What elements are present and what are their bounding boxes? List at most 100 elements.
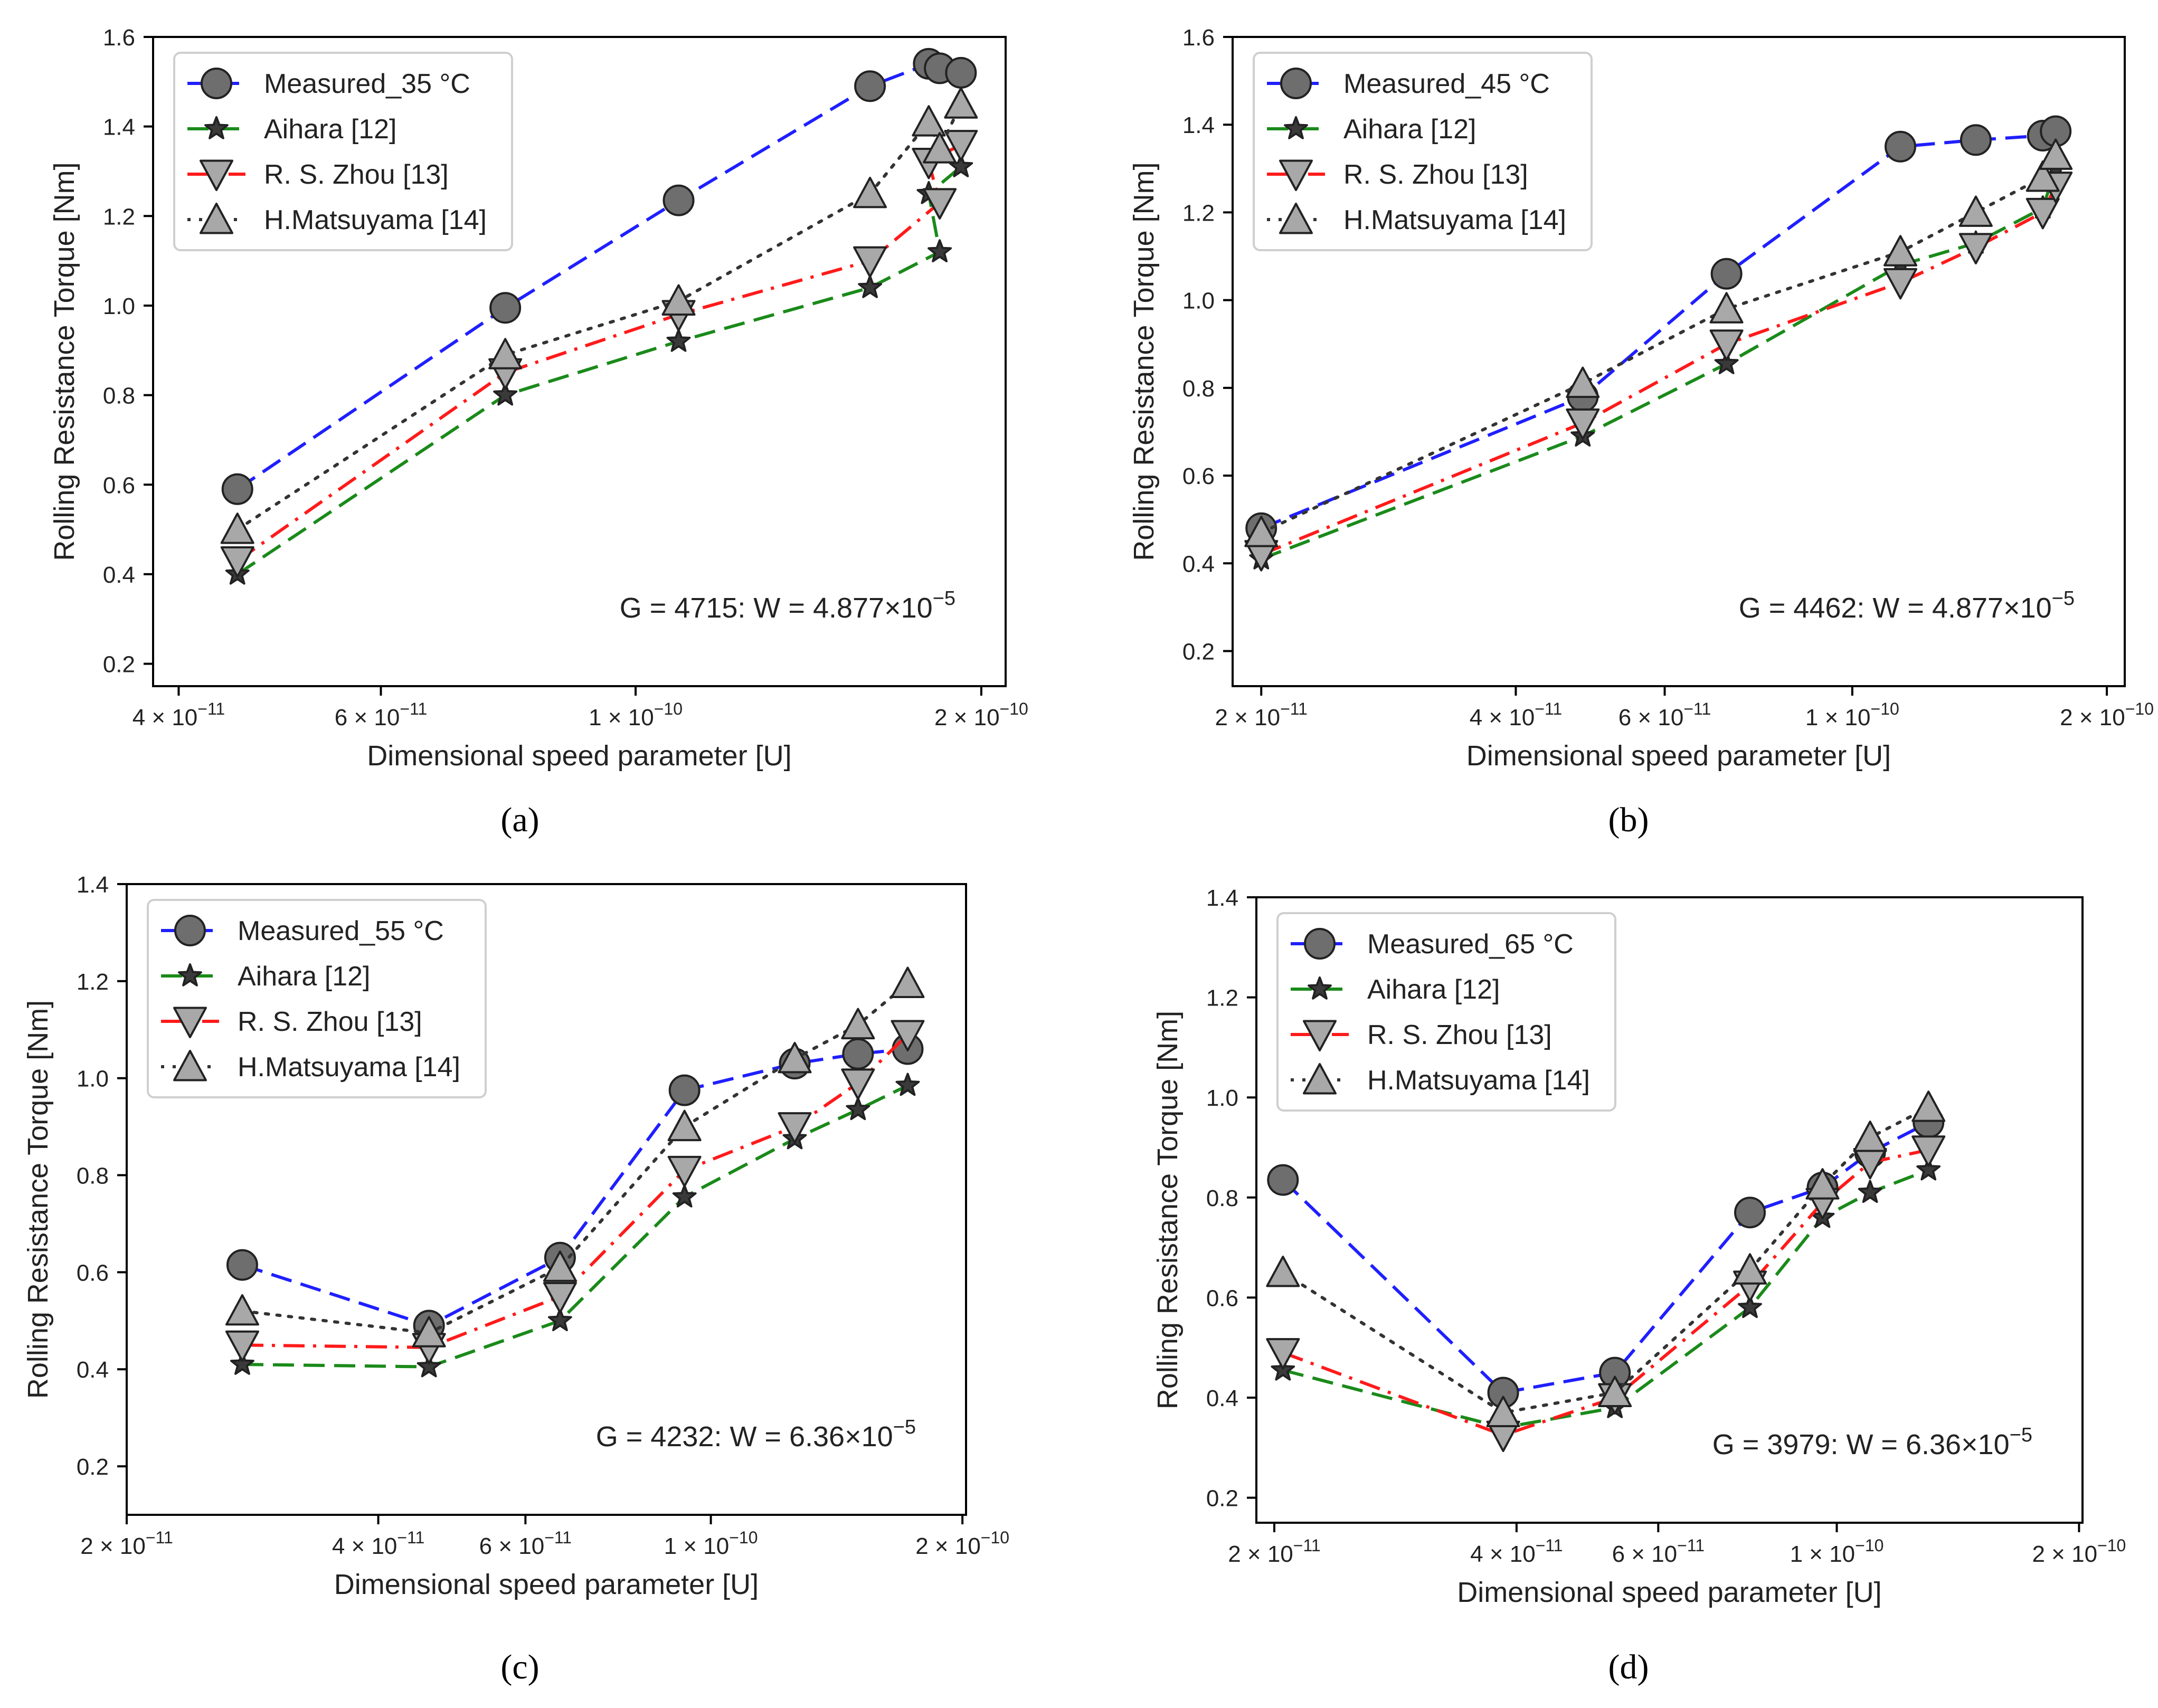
y-tick-label: 1.4	[103, 115, 135, 140]
data-point-circle	[662, 184, 695, 216]
data-point-triangle-up	[1853, 1121, 1887, 1152]
x-tick-exponent: −11	[1683, 699, 1711, 718]
x-tick-mantissa: 1	[589, 705, 601, 730]
x-tick-mantissa: 4	[332, 1533, 345, 1559]
data-point-triangle-down	[1883, 268, 1918, 300]
y-tick-label: 0.4	[1182, 551, 1215, 577]
legend-marker-triangle-down	[200, 159, 233, 191]
legend-marker-triangle-down	[1279, 159, 1313, 191]
x-tick-exponent: −10	[729, 1528, 758, 1547]
x-tick-times-ten: × 10	[1228, 705, 1280, 730]
y-tick-label: 1.4	[77, 872, 109, 898]
x-tick-times-ten: × 10	[947, 705, 999, 730]
data-point-triangle-up	[1486, 1396, 1520, 1427]
x-tick-times-ten: × 10	[2045, 1541, 2097, 1567]
y-tick-label: 1.0	[1182, 288, 1215, 314]
chart-4: 0.20.40.60.81.01.21.42 × 10−11 4 × 10−11 6…	[1152, 885, 2126, 1686]
data-point-triangle-up	[1883, 235, 1918, 267]
x-tick-times-ten: × 10	[1483, 1541, 1536, 1567]
data-point-triangle-up	[661, 284, 696, 316]
annotation-exponent: −5	[2052, 587, 2075, 610]
data-point-triangle-up	[1598, 1375, 1632, 1408]
data-point-circle	[1960, 124, 1992, 156]
legend-label: Measured_65 °C	[1367, 929, 1574, 960]
x-tick-mantissa: 1	[1805, 705, 1818, 730]
annotation: G = 3979: W = 6.36×10−5	[1712, 1424, 2032, 1460]
x-tick-exponent: −11	[397, 1528, 424, 1547]
x-tick-label: 4 × 10−11	[132, 699, 225, 730]
x-tick-mantissa: 4	[1470, 1541, 1483, 1567]
legend-marker-triangle-up	[200, 203, 233, 234]
x-axis-label: Dimensional speed parameter [U]	[1466, 740, 1891, 772]
data-point-triangle-up	[1244, 516, 1279, 547]
annotation: G = 4715: W = 4.877×10−5	[620, 587, 955, 624]
x-tick-exponent: −10	[654, 699, 683, 718]
y-tick-label: 0.6	[1182, 463, 1215, 489]
y-tick-label: 0.8	[1206, 1185, 1238, 1211]
legend-label: Measured_35 °C	[264, 69, 470, 99]
x-tick-mantissa: 1	[1790, 1541, 1803, 1567]
x-tick-label: 2 × 10−11	[80, 1528, 173, 1559]
y-tick-label: 0.8	[103, 383, 135, 409]
x-tick-exponent: −11	[146, 1528, 173, 1547]
y-tick-label: 1.2	[1182, 200, 1215, 226]
data-point-star	[858, 275, 882, 298]
data-point-triangle-down	[543, 1282, 577, 1314]
x-tick-exponent: −11	[400, 699, 427, 718]
x-tick-mantissa: 2	[915, 1533, 928, 1559]
x-tick-label: 2 × 10−11	[1215, 699, 1307, 730]
x-axis-label: Dimensional speed parameter [U]	[334, 1569, 759, 1600]
x-tick-label: 6 × 10−11	[335, 699, 427, 730]
x-tick-label: 6 × 10−11	[1618, 699, 1711, 730]
x-tick-mantissa: 2	[80, 1533, 93, 1559]
x-tick-label: 4 × 10−11	[1470, 1536, 1563, 1567]
data-point-triangle-down	[923, 188, 957, 220]
x-tick-times-ten: × 10	[492, 1533, 544, 1559]
y-tick-label: 1.2	[77, 969, 109, 995]
data-point-triangle-up	[1709, 292, 1744, 324]
data-point-triangle-down	[1958, 233, 1993, 264]
data-point-triangle-up	[778, 1041, 812, 1074]
data-point-triangle-up	[944, 87, 978, 119]
x-tick-exponent: −11	[1280, 699, 1308, 718]
data-point-triangle-down	[1566, 408, 1600, 440]
data-point-triangle-down	[778, 1112, 812, 1144]
panel-caption: (b)	[1608, 801, 1649, 839]
data-point-triangle-up	[891, 966, 925, 998]
x-tick-label: 1 × 10−10	[1805, 699, 1899, 730]
y-tick-label: 1.0	[77, 1066, 109, 1092]
panel-caption: (c)	[500, 1648, 539, 1686]
x-tick-times-ten: × 10	[93, 1533, 146, 1559]
legend-label: Aihara [12]	[238, 961, 371, 992]
legend-label: R. S. Zhou [13]	[264, 159, 449, 190]
legend-label: Measured_45 °C	[1343, 69, 1550, 99]
y-tick-label: 1.2	[1206, 985, 1238, 1011]
annotation: G = 4232: W = 6.36×10−5	[596, 1416, 916, 1453]
x-tick-times-ten: × 10	[145, 705, 197, 730]
x-tick-exponent: −11	[197, 699, 225, 718]
data-point-triangle-down	[2026, 197, 2060, 230]
annotation-exponent: −5	[2010, 1424, 2032, 1446]
y-tick-label: 0.8	[77, 1163, 109, 1189]
legend-marker-star	[178, 963, 202, 986]
data-point-triangle-up	[412, 1316, 446, 1348]
legend-label: H.Matsuyama [14]	[238, 1052, 460, 1083]
x-tick-label: 6 × 10−11	[1612, 1536, 1705, 1567]
chart-3: 0.20.40.60.81.01.21.42 × 10−11 4 × 10−11 6…	[22, 872, 1009, 1686]
y-tick-label: 0.2	[1206, 1486, 1238, 1512]
annotation-text: G = 4462: W = 4.877×10	[1739, 592, 2052, 624]
legend-box	[173, 52, 513, 251]
x-tick-label: 2 × 10−10	[2060, 699, 2154, 730]
data-point-circle	[668, 1074, 701, 1106]
data-point-triangle-up	[2026, 160, 2060, 192]
legend-marker-star	[1284, 116, 1308, 139]
data-point-triangle-up	[1805, 1168, 1840, 1200]
x-tick-exponent: −10	[2125, 699, 2154, 718]
y-tick-label: 0.2	[103, 652, 135, 678]
x-tick-mantissa: 6	[479, 1533, 492, 1559]
data-point-triangle-up	[1266, 1256, 1300, 1287]
x-tick-times-ten: × 10	[1482, 705, 1535, 730]
x-tick-exponent: −11	[1535, 699, 1562, 718]
plot-frame	[152, 36, 1007, 687]
